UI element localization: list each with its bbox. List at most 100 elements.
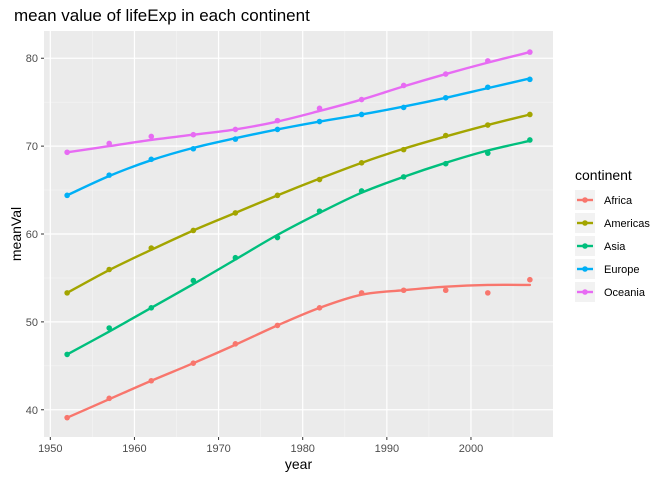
data-point-americas [64,290,70,296]
data-point-asia [232,254,239,261]
data-point-americas [274,192,281,199]
data-point-oceania [484,58,491,64]
legend-key-point [582,266,588,272]
legend-label: Oceania [604,287,646,299]
data-point-europe [527,76,533,83]
y-tick-label: 50 [26,317,38,329]
legend-label: Africa [604,195,633,207]
data-point-oceania [358,96,365,103]
x-axis-title: year [285,456,313,472]
trend-line-africa [65,283,532,419]
trend-line-europe [65,77,532,197]
data-point-africa [400,287,407,294]
legend-item-americas: Americas [575,213,650,233]
data-point-americas [106,266,113,273]
data-point-americas [148,245,155,251]
data-point-asia [400,174,407,180]
data-point-africa [527,276,533,283]
x-tick-label: 1950 [38,443,62,455]
legend-key-point [582,220,588,226]
data-point-africa [106,395,113,402]
data-point-oceania [274,117,281,124]
data-point-europe [316,118,323,125]
data-point-oceania [400,82,407,89]
y-axis-title: meanVal [8,207,24,261]
data-point-europe [442,94,449,101]
x-axis: 1950 1960 1970 1980 1990 2000 [38,437,483,455]
legend-label: Europe [604,264,639,276]
trend-line-americas [65,113,532,295]
x-tick-label: 2000 [459,443,483,455]
data-point-americas [232,210,239,216]
x-tick-label: 1990 [375,443,399,455]
data-point-oceania [148,133,155,140]
data-point-asia [316,208,323,214]
data-point-africa [274,322,281,329]
data-point-asia [484,150,491,156]
data-point-europe [232,136,239,142]
legend-item-oceania: Oceania [575,282,646,302]
series-africa [64,276,533,421]
data-point-africa [442,287,449,294]
data-point-europe [358,111,365,118]
data-point-europe [484,84,491,91]
chart-title: mean value of lifeExp in each continent [14,6,310,25]
y-tick-label: 60 [26,229,38,241]
legend-label: Americas [604,218,650,230]
data-point-asia [442,160,449,167]
data-point-americas [400,146,407,153]
data-point-americas [358,160,365,166]
series-asia [64,137,533,358]
y-tick-label: 70 [26,141,38,153]
series-europe [64,76,533,199]
data-point-oceania [190,131,197,138]
data-point-europe [106,172,113,178]
legend-key-point [582,289,588,295]
data-point-europe [64,192,70,199]
series-americas [64,111,533,296]
data-point-americas [316,176,323,183]
y-tick-label: 40 [26,405,38,417]
y-axis: 40 50 60 70 80 [26,53,44,417]
data-point-africa [232,341,239,347]
legend-item-asia: Asia [575,236,626,256]
legend-item-europe: Europe [575,259,639,279]
data-point-asia [274,234,281,241]
data-point-asia [106,325,113,331]
x-tick-label: 1970 [206,443,230,455]
data-point-europe [400,104,407,111]
series-layer [64,49,533,421]
legend-label: Asia [604,241,626,253]
data-point-africa [358,290,365,296]
trend-line-asia [65,139,532,356]
data-point-europe [274,126,281,133]
data-point-oceania [527,49,533,55]
data-point-americas [484,122,491,128]
data-point-asia [148,305,155,311]
data-point-oceania [106,140,113,147]
series-oceania [64,49,533,156]
data-point-europe [190,145,197,152]
legend-item-africa: Africa [575,190,633,210]
data-point-americas [442,132,449,139]
legend-title: continent [575,167,632,183]
data-point-asia [64,351,70,358]
data-point-oceania [64,149,70,156]
data-point-asia [358,188,365,194]
data-point-oceania [232,126,239,133]
data-point-africa [64,414,70,421]
data-point-americas [527,111,533,118]
data-point-asia [190,277,197,284]
data-point-americas [190,227,197,234]
trend-line-oceania [65,50,532,154]
legend: continent Africa Americas Asia Europe Oceani… [575,167,650,302]
data-point-oceania [316,105,323,112]
legend-key-point [582,243,588,249]
y-tick-label: 80 [26,53,38,65]
legend-key-point [582,197,588,203]
data-point-europe [148,156,155,163]
data-point-africa [148,377,155,384]
x-tick-label: 1980 [290,443,314,455]
data-point-oceania [442,71,449,77]
